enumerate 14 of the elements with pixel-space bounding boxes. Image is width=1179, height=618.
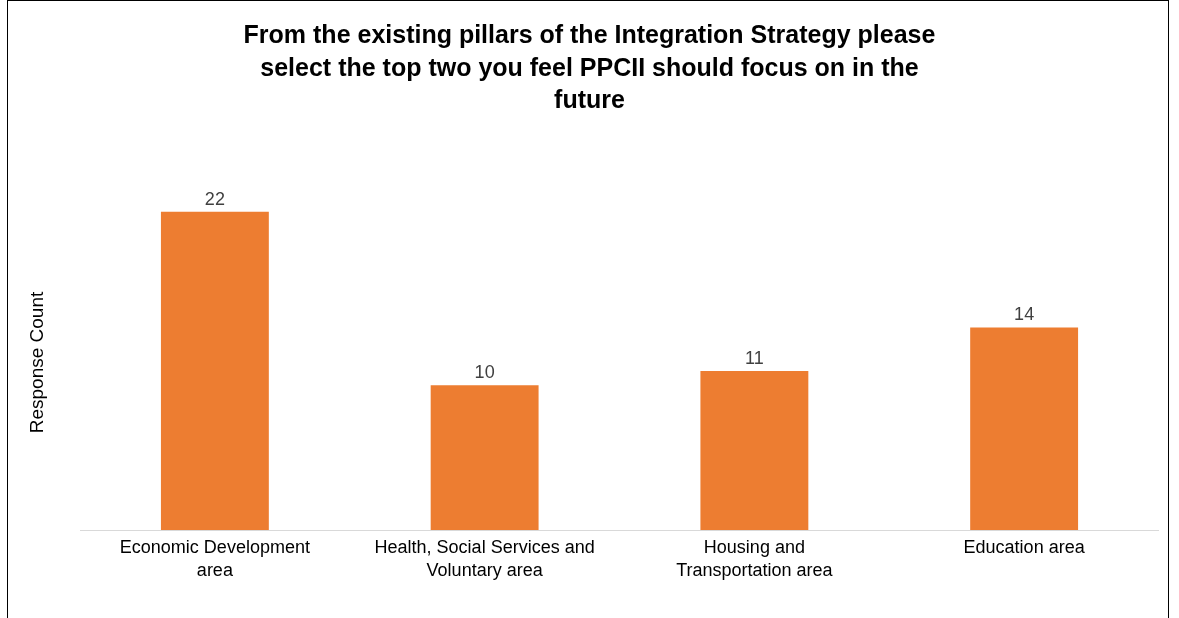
x-tick-label: Education area xyxy=(963,536,1086,557)
x-tick-label: Economic Development area xyxy=(119,536,310,580)
bar xyxy=(430,385,539,530)
x-tick-label: Housing and Transportation area xyxy=(676,536,834,580)
x-tick-label: Health, Social Services and Voluntary area xyxy=(374,536,595,580)
chart-title: From the existing pillars of the Integration Strategy please select the top two you feel PPCII should focus on in the future xyxy=(243,20,936,114)
data-label: 22 xyxy=(204,188,225,209)
bar xyxy=(970,327,1079,530)
y-axis-title: Response Count xyxy=(25,291,47,434)
bar xyxy=(160,211,269,530)
data-label: 10 xyxy=(474,362,495,383)
bar xyxy=(700,370,809,530)
data-label: 11 xyxy=(745,347,764,368)
data-label: 14 xyxy=(1014,304,1035,325)
